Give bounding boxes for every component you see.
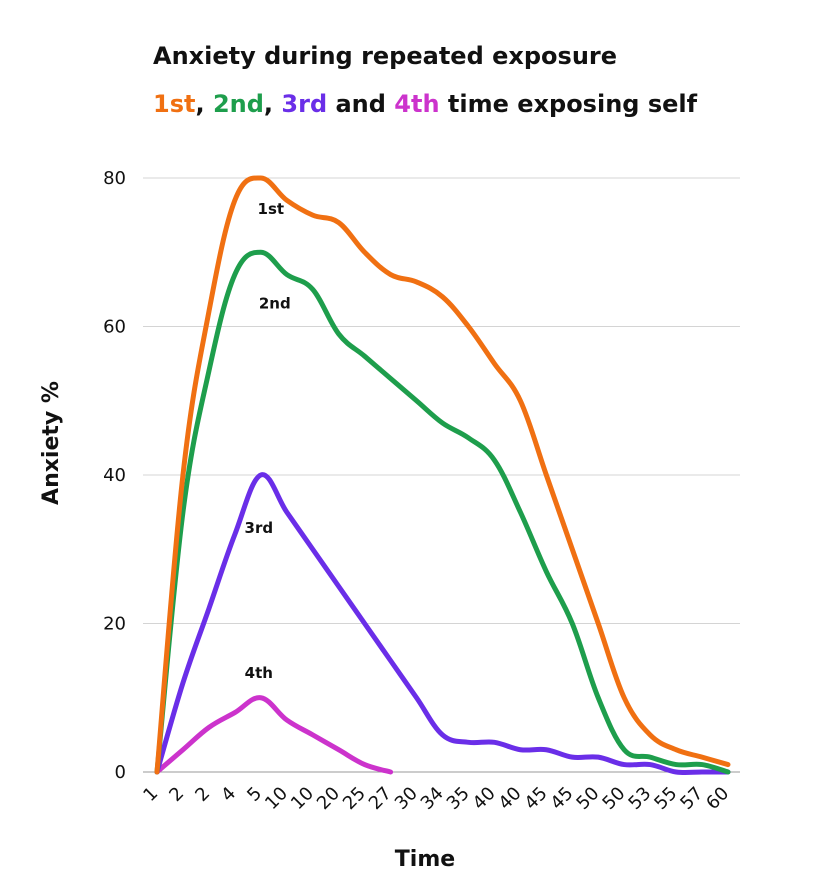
chart-title: Anxiety during repeated exposure <box>153 42 618 70</box>
x-tick-label: 2 <box>191 783 214 806</box>
series-line-3rd <box>154 472 731 776</box>
y-axis-ticks: 0 20 40 60 80 <box>103 168 126 783</box>
x-axis-ticks: 1 2 2 4 510102025273034354040454550505355576… <box>139 783 733 814</box>
subtitle-part: time exposing self <box>439 90 698 118</box>
y-tick-label: 60 <box>103 317 126 338</box>
x-axis-label: Time <box>395 847 455 872</box>
x-tick-label: 2 <box>165 783 188 806</box>
subtitle-part: 2nd <box>212 90 264 118</box>
series-line-4th <box>154 695 394 775</box>
subtitle-part: 1st <box>153 90 196 118</box>
y-tick-label: 40 <box>103 465 126 486</box>
series-label-2nd: 2nd <box>259 294 291 312</box>
x-tick-label: 5 <box>243 783 266 806</box>
y-tick-label: 20 <box>103 614 126 635</box>
subtitle-part: 4th <box>394 90 440 118</box>
x-tick-label: 4 <box>217 783 240 806</box>
x-tick-label: 1 <box>139 783 162 806</box>
grid <box>143 177 740 773</box>
series-lines <box>154 175 731 776</box>
series-line-2nd <box>154 249 731 775</box>
series-line-1st <box>154 175 731 775</box>
y-axis-label: Anxiety % <box>39 381 64 505</box>
y-tick-label: 80 <box>103 168 126 189</box>
series-label-1st: 1st <box>258 200 285 218</box>
chart-subtitle: 1st, 2nd, 3rd and 4th time exposing self <box>153 90 697 118</box>
series-label-4th: 4th <box>245 664 273 682</box>
series-label-3rd: 3rd <box>245 519 274 537</box>
y-tick-label: 0 <box>115 762 126 783</box>
subtitle-part: , <box>195 90 213 118</box>
subtitle-part: , <box>263 90 282 118</box>
x-tick-label: 60 <box>702 783 733 814</box>
series-labels: 1st 2nd 3rd 4th <box>245 200 291 682</box>
subtitle-part: 3rd <box>281 90 328 118</box>
subtitle-part: and <box>327 90 395 118</box>
